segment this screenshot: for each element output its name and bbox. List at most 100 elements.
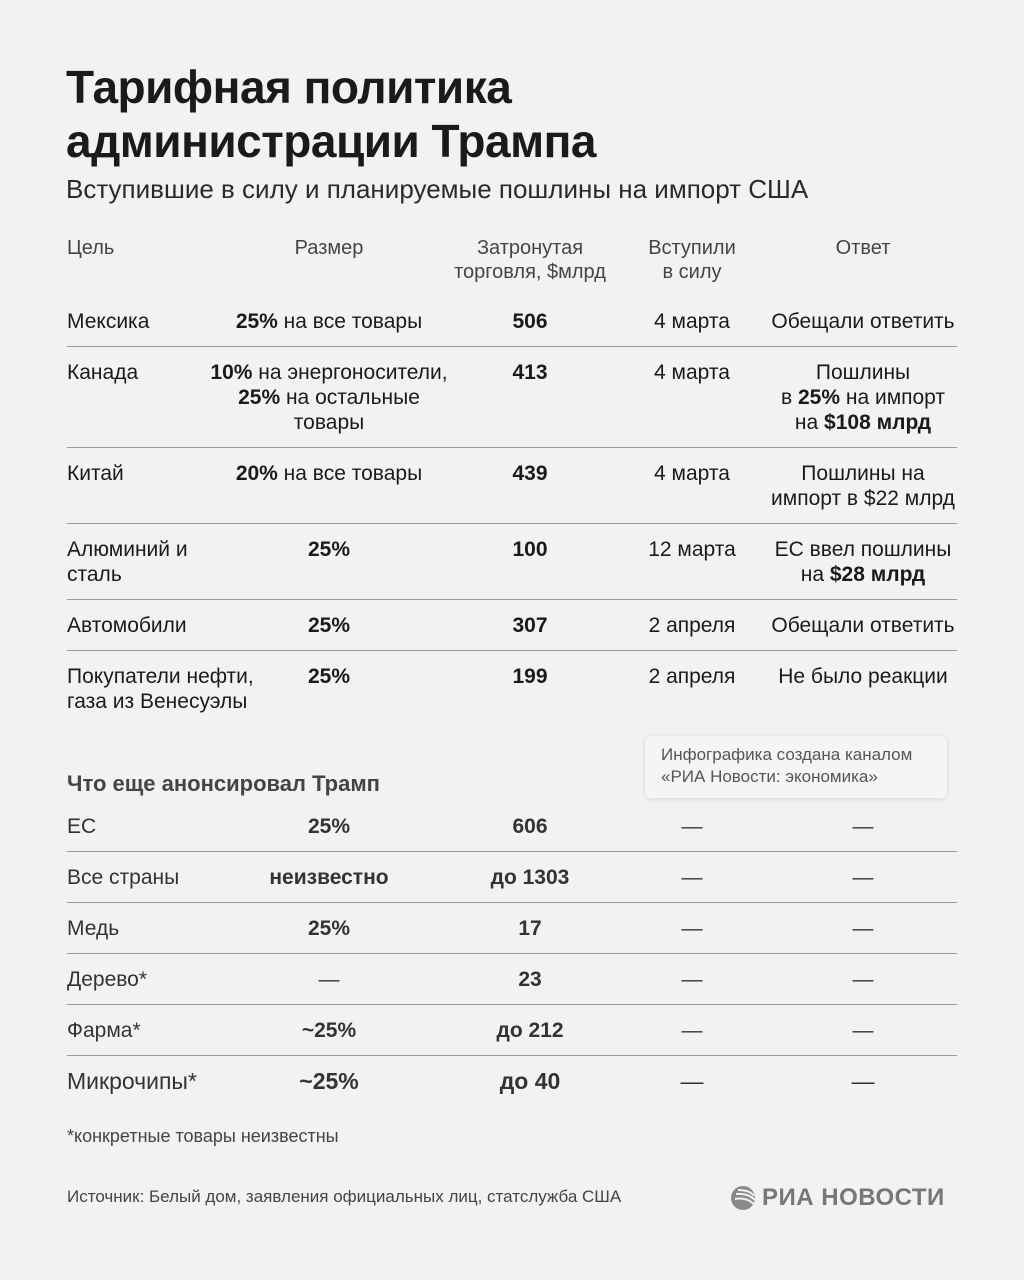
table-row: Мексика 25% на все товары 506 4 марта Обещал… [67, 296, 957, 347]
cell-response: Не было реакции [758, 664, 968, 714]
cell-text: — [851, 1068, 875, 1094]
cell-text: Пошлины в [780, 361, 911, 409]
cell-response: — [758, 1018, 968, 1043]
cell-effective: 2 апреля [603, 613, 764, 638]
cell-effective: — [603, 1018, 764, 1043]
cell-text: 12 марта [648, 538, 736, 561]
cell-trade: 199 [457, 664, 603, 714]
source-text: Источник: Белый дом, заявления официальн… [67, 1187, 622, 1206]
cell-trade: 23 [457, 967, 603, 992]
cell-trade: 413 [457, 360, 603, 435]
table-row: Фарма* ~25% до 212 — — [67, 1005, 957, 1056]
cell-text: Автомобили [67, 614, 187, 637]
cell-effective: 2 апреля [603, 664, 764, 714]
footnote: *конкретные товары неизвестны [67, 1126, 339, 1146]
cell-text: Обещали ответить [771, 310, 955, 333]
cell-trade: 506 [457, 309, 603, 334]
cell-text: Китай [67, 462, 124, 485]
header-effective: Вступили в силу [648, 237, 736, 283]
cell-text: — [852, 815, 874, 838]
cell-text: Не было реакции [778, 665, 948, 688]
cell-response: Обещали ответить [758, 309, 968, 334]
cell-text: Микрочипы* [67, 1068, 197, 1094]
cell-size: 25% на все товары [201, 309, 457, 334]
cell-response: Пошлины на импорт в $22 млрд [758, 461, 968, 511]
cell-target: Микрочипы* [67, 1069, 201, 1094]
cell-text: 25% [307, 917, 351, 940]
cell-size: неизвестно [201, 865, 457, 890]
cell-text: 4 марта [654, 462, 730, 485]
cell-text: 25% [307, 665, 351, 688]
cell-text: 2 апреля [648, 614, 736, 637]
page-subtitle: Вступившие в силу и планируемые пошлины … [66, 174, 809, 204]
cell-trade: до 1303 [457, 865, 603, 890]
cell-effective: — [603, 814, 764, 839]
globe-icon [731, 1186, 756, 1210]
cell-effective: 4 марта [603, 461, 764, 511]
cell-text: на импорт на [794, 386, 946, 434]
cell-trade: до 212 [457, 1018, 603, 1043]
cell-target: Китай [67, 461, 201, 511]
cell-text: Покупатели нефти, газа из Венесуэлы [67, 665, 254, 713]
cell-text: 25% [235, 310, 278, 333]
cell-target: Канада [67, 360, 201, 435]
cell-text: 23 [518, 968, 542, 991]
cell-target: Фарма* [67, 1018, 201, 1043]
cell-response: — [758, 916, 968, 941]
cell-text: до 1303 [490, 866, 570, 889]
cell-text: — [852, 1019, 874, 1042]
cell-target: Алюминий и сталь [67, 537, 201, 587]
table-row: ЕС 25% 606 — — [67, 801, 957, 852]
cell-text: на все товары [277, 462, 423, 485]
cell-response: — [758, 967, 968, 992]
cell-target: Дерево* [67, 967, 201, 992]
cell-text: Фарма* [67, 1019, 141, 1042]
cell-text: — [681, 1019, 703, 1042]
cell-text: — [852, 968, 874, 991]
cell-effective: — [603, 865, 764, 890]
cell-size: 20% на все товары [201, 461, 457, 511]
cell-effective: — [603, 1069, 764, 1094]
cell-trade: 606 [457, 814, 603, 839]
cell-text: — [681, 917, 703, 940]
cell-trade: до 40 [457, 1069, 603, 1094]
cell-text: 4 марта [654, 361, 730, 384]
cell-text: Канада [67, 361, 139, 384]
cell-effective: — [603, 916, 764, 941]
cell-text: 199 [512, 665, 548, 688]
cell-size: 10% на энергоносители, 25% на остальные … [201, 360, 457, 435]
cell-text: 17 [518, 917, 542, 940]
cell-text: 25% [307, 815, 351, 838]
cell-effective: 12 марта [603, 537, 764, 587]
cell-size: 25% [201, 814, 457, 839]
cell-target: Автомобили [67, 613, 201, 638]
cell-size: — [201, 967, 457, 992]
ria-logo: РИА НОВОСТИ [730, 1184, 945, 1212]
cell-response: Пошлины в 25% на импорт на $108 млрд [758, 360, 968, 435]
cell-text: Обещали ответить [771, 614, 955, 637]
cell-target: Все страны [67, 865, 201, 890]
cell-text: ЕС [67, 815, 97, 838]
watermark-box: Инфографика создана каналом «РИА Новости… [645, 736, 947, 798]
cell-text: 25% [307, 538, 351, 561]
cell-text: — [680, 1068, 704, 1094]
cell-text: ~25% [299, 1068, 359, 1094]
cell-text: до 40 [499, 1068, 561, 1094]
cell-target: Медь [67, 916, 201, 941]
table-row: Медь 25% 17 — — [67, 903, 957, 954]
cell-trade: 17 [457, 916, 603, 941]
cell-text: Дерево* [67, 968, 148, 991]
cell-text: 10% [210, 361, 253, 384]
page-title: Тарифная политика администрации Трампа [66, 61, 596, 167]
cell-size: 25% [201, 916, 457, 941]
cell-text: 20% [235, 462, 278, 485]
cell-text: на энергоносители, [258, 361, 448, 384]
cell-text: Алюминий и сталь [67, 538, 188, 586]
header-trade: Затронутая торговля, $млрд [454, 237, 606, 283]
cell-text: — [681, 866, 703, 889]
cell-text: 25% [797, 386, 841, 409]
cell-text: Все страны [67, 866, 180, 889]
cell-text: неизвестно [269, 866, 389, 889]
cell-size: 25% [201, 664, 457, 714]
cell-text: Пошлины на импорт в $22 млрд [771, 462, 955, 510]
